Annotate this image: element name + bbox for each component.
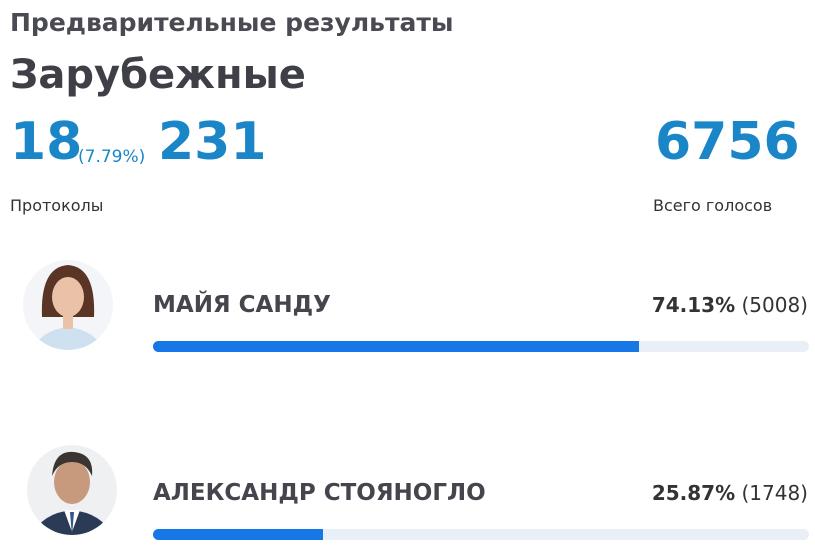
- protocols-share: (7.79%): [78, 147, 146, 167]
- bar: [153, 529, 323, 540]
- candidate-percent: 25.87%: [651, 481, 736, 505]
- candidate-result: 25.87% (1748): [652, 481, 808, 505]
- bar-track: [153, 341, 809, 352]
- region-title: Зарубежные: [10, 52, 306, 98]
- protocols-count: 18: [10, 112, 83, 172]
- candidate-name: АЛЕКСАНДР СТОЯНОГЛО: [153, 480, 486, 506]
- bar: [153, 341, 640, 352]
- votes-caption: Всего голосов: [653, 196, 773, 215]
- protocols-total: 231: [158, 112, 267, 172]
- candidate-votes: (5008): [741, 293, 808, 317]
- bar-track: [153, 529, 809, 540]
- page-title: Предварительные результаты: [10, 8, 454, 37]
- votes-total: 6756: [655, 112, 800, 172]
- candidate-photo: [23, 260, 113, 350]
- candidate-result: 74.13% (5008): [652, 293, 808, 317]
- candidate-name: МАЙЯ САНДУ: [153, 292, 331, 318]
- candidate-votes: (1748): [741, 481, 808, 505]
- protocols-caption: Протоколы: [10, 196, 104, 215]
- candidate-photo: [27, 445, 117, 535]
- candidate-percent: 74.13%: [651, 293, 736, 317]
